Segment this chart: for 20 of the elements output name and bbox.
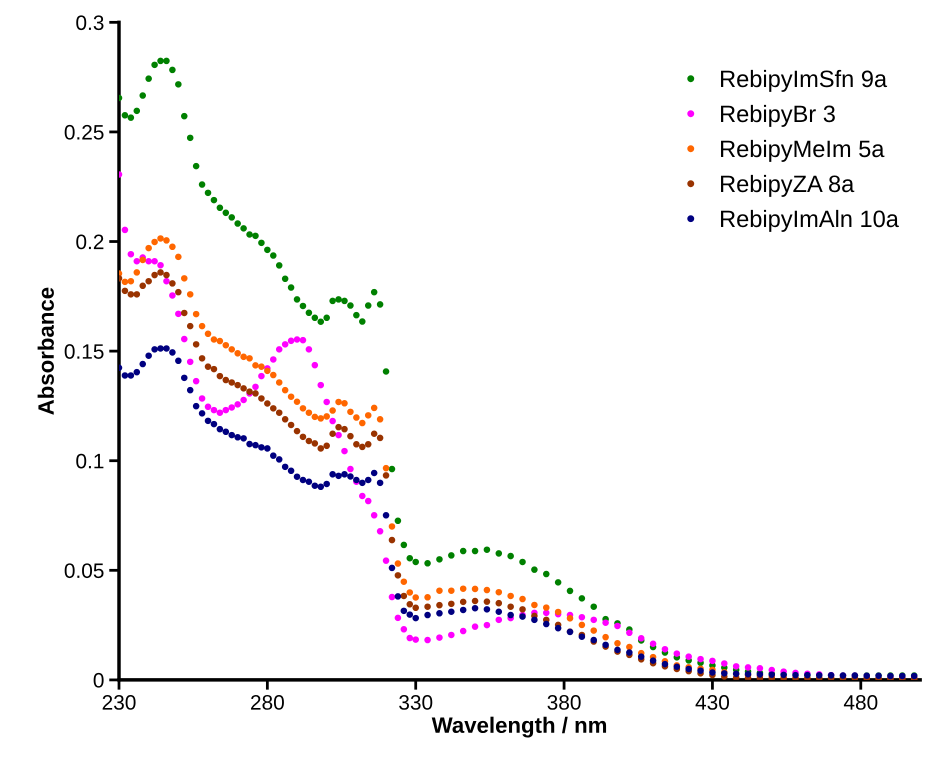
x-tick-label: 230 xyxy=(102,695,136,710)
x-tick-label: 280 xyxy=(251,695,284,710)
y-tick-label: 0 xyxy=(94,672,104,688)
x-tick-label: 480 xyxy=(844,695,878,710)
y-tick-label: 0.3 xyxy=(76,15,104,30)
legend-label: RebipyImAln 10a xyxy=(721,210,899,232)
y-tick-label: 0.05 xyxy=(64,563,104,578)
x-axis-title: Wavelength / nm xyxy=(432,716,606,738)
y-tick-label: 0.25 xyxy=(64,124,104,140)
x-tick-label: 330 xyxy=(399,695,432,710)
y-tick-label: 0.1 xyxy=(76,454,104,468)
legend-label: RebipyBr 3 xyxy=(721,104,835,127)
y-tick-label: 0.15 xyxy=(64,344,104,359)
x-tick-label: 430 xyxy=(696,695,729,710)
y-tick-label: 0.2 xyxy=(76,234,104,250)
legend-label: RebipyImSfn 9a xyxy=(721,70,888,92)
x-tick-label: 380 xyxy=(547,695,581,710)
legend-label: RebipyMeIm 5a xyxy=(721,140,884,162)
legend-label: RebipyZA 8a xyxy=(721,174,854,197)
y-axis-title: Absorbance xyxy=(38,288,54,415)
